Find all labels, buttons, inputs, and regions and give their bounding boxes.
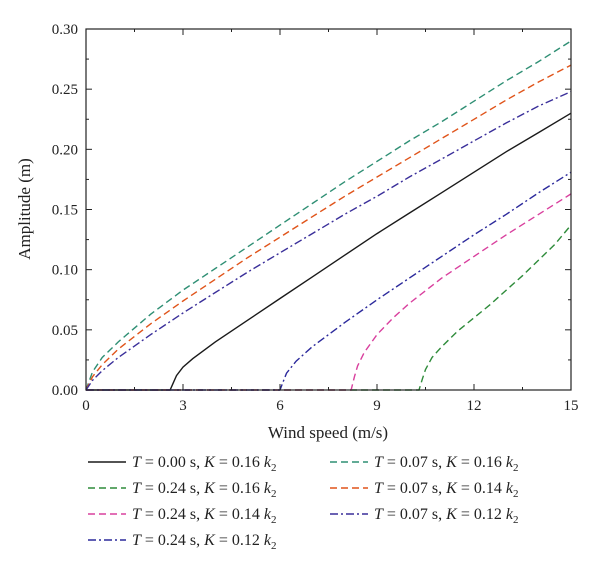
legend-entry: T = 0.24 s, K = 0.16 k2 xyxy=(132,480,276,500)
y-tick-label: 0.25 xyxy=(52,82,78,98)
x-axis-title: Wind speed (m/s) xyxy=(268,423,388,442)
series-line-3 xyxy=(86,193,572,391)
series-line-1 xyxy=(86,112,572,391)
legend: T = 0.00 s, K = 0.16 k2 T = 0.07 s, K = 0… xyxy=(88,454,518,552)
y-tick-label: 0.05 xyxy=(52,323,78,339)
legend-entry: T = 0.24 s, K = 0.14 k2 xyxy=(132,506,276,526)
series-line-6 xyxy=(85,64,572,391)
y-axis-title: Amplitude (m) xyxy=(15,158,34,260)
x-tick-label: 6 xyxy=(276,398,284,414)
series-line-5 xyxy=(85,40,572,391)
series-line-2 xyxy=(86,224,572,391)
y-tick-label: 0.00 xyxy=(52,383,78,399)
y-tick-label: 0.20 xyxy=(52,142,78,158)
x-tick-label: 9 xyxy=(373,398,381,414)
x-tick-label: 15 xyxy=(564,398,579,414)
x-tick-label: 0 xyxy=(82,398,90,414)
y-tick-label: 0.10 xyxy=(52,263,78,279)
series-line-4 xyxy=(86,171,572,391)
y-tick-label: 0.15 xyxy=(52,203,78,219)
legend-entry: T = 0.24 s, K = 0.12 k2 xyxy=(132,532,276,552)
legend-entry: T = 0.07 s, K = 0.16 k2 xyxy=(374,454,518,474)
plot-area xyxy=(85,40,572,391)
plot-frame xyxy=(85,28,572,391)
axes: 0 3 6 9 12 15 0.00 0.05 0.10 0.15 0.20 0.25 0.30 xyxy=(52,22,579,414)
legend-entry: T = 0.07 s, K = 0.12 k2 xyxy=(374,506,518,526)
x-tick-label: 12 xyxy=(467,398,482,414)
y-tick-label: 0.30 xyxy=(52,22,78,38)
legend-entry: T = 0.00 s, K = 0.16 k2 xyxy=(132,454,276,474)
series-line-7 xyxy=(85,90,572,391)
legend-entry: T = 0.07 s, K = 0.14 k2 xyxy=(374,480,518,500)
x-tick-label: 3 xyxy=(179,398,187,414)
